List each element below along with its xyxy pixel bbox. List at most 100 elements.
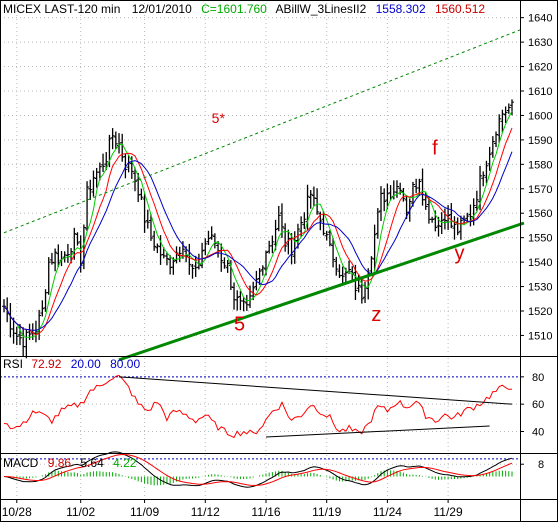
sma-red-line	[3, 127, 513, 336]
header-close: C=1601.760	[201, 2, 267, 16]
wave-annotation: 5	[234, 314, 245, 336]
macd-label: MACD	[3, 456, 39, 470]
price-bar	[506, 103, 511, 114]
price-bar	[410, 181, 415, 207]
price-bar	[302, 212, 307, 229]
price-bar	[155, 243, 160, 254]
macd-header: MACD 9.86 5.64 4.22	[3, 456, 137, 470]
price-bar	[174, 246, 179, 264]
price-bar	[458, 215, 463, 240]
price-bar	[88, 179, 93, 200]
price-bar	[206, 230, 211, 246]
rsi-tick-label: 40	[532, 427, 544, 439]
y-tick-label: 1570	[528, 184, 552, 196]
price-bar	[327, 230, 332, 247]
price-bar	[123, 153, 128, 179]
x-tick-label: 11/12	[191, 505, 220, 519]
y-tick-label: 1610	[528, 86, 552, 98]
price-bar	[382, 188, 387, 212]
header-study: ABillW_3LinesII2	[276, 2, 367, 16]
price-bar	[465, 212, 470, 222]
x-tick-label: 10/28	[2, 505, 32, 519]
price-bar	[276, 205, 281, 232]
price-bar	[75, 232, 80, 246]
rsi-header: RSI 72.92 20.00 80.00	[3, 357, 140, 371]
price-bar	[85, 181, 90, 232]
price-bar	[430, 216, 435, 223]
y-tick-label: 1520	[528, 306, 552, 318]
wave-annotation: y	[454, 243, 464, 265]
rsi-level-low: 20.00	[71, 357, 101, 371]
header-symbol: MICEX LAST-120 min	[3, 2, 120, 16]
rsi-label: RSI	[3, 357, 23, 371]
price-bar	[315, 188, 320, 215]
price-bar	[260, 265, 265, 276]
header-text: MICEX LAST-120 min 12/01/2010 C=1601.760…	[3, 2, 485, 16]
price-bar	[200, 242, 205, 269]
price-bar	[503, 106, 508, 123]
price-bar	[273, 219, 278, 251]
macd-signal-value: 5.64	[80, 456, 104, 470]
price-bar	[401, 187, 406, 202]
rsi-trend-upper	[118, 376, 513, 405]
x-tick-label: 11/02	[66, 505, 95, 519]
y-tick-label: 1540	[528, 257, 552, 269]
price-bar	[375, 208, 380, 239]
price-bar	[136, 172, 141, 203]
price-bar	[510, 99, 514, 116]
macd-value: 9.86	[48, 456, 72, 470]
price-bar	[65, 243, 70, 263]
price-bar	[17, 323, 22, 346]
price-bar	[340, 266, 345, 285]
price-bar	[251, 281, 256, 301]
price-bar	[139, 188, 144, 200]
price-bar	[158, 235, 163, 265]
price-bar	[40, 300, 45, 317]
price-bar	[142, 193, 147, 233]
x-tick-label: 11/16	[251, 505, 280, 519]
price-bar	[53, 248, 58, 272]
price-bar	[324, 230, 329, 241]
price-bar	[46, 257, 51, 295]
price-bar	[203, 238, 208, 256]
macd-signal-line	[3, 453, 513, 486]
price-bar	[394, 180, 399, 198]
y-tick-label: 1550	[528, 233, 552, 245]
price-bar	[372, 224, 377, 271]
price-bar	[331, 237, 336, 268]
wave-annotation: f	[432, 138, 438, 160]
macd-hist-value: 4.22	[113, 456, 137, 470]
price-bar	[449, 203, 454, 229]
price-bar	[241, 296, 246, 312]
price-bar	[487, 146, 492, 171]
price-bar	[270, 235, 275, 254]
price-bar	[497, 114, 502, 143]
price-bar	[359, 278, 364, 304]
y-tick-label: 1620	[528, 62, 552, 74]
y-tick-label: 1600	[528, 110, 552, 122]
macd-tick-label: 8	[538, 459, 544, 471]
price-bar	[225, 260, 230, 273]
price-bar	[442, 208, 447, 230]
price-bar	[321, 210, 326, 236]
y-tick-label: 1630	[528, 37, 552, 49]
x-tick-label: 11/24	[373, 505, 402, 519]
rsi-trend-lower	[265, 425, 490, 438]
price-bar	[484, 160, 489, 184]
price-bar	[209, 226, 214, 240]
price-bar	[222, 257, 227, 269]
price-bar	[148, 214, 153, 241]
y-tick-label: 1560	[528, 208, 552, 220]
sma-blue-line	[3, 151, 513, 331]
rsi-last-value: 72.92	[31, 357, 61, 371]
header-date: 12/01/2010	[132, 2, 192, 16]
price-bar	[91, 170, 96, 197]
price-bar	[404, 195, 409, 220]
price-bar	[500, 109, 505, 133]
price-bar	[212, 233, 217, 249]
x-tick-label: 11/29	[434, 505, 463, 519]
price-bar	[283, 223, 288, 252]
price-bar	[311, 186, 316, 207]
rsi-tick-label: 60	[532, 399, 544, 411]
